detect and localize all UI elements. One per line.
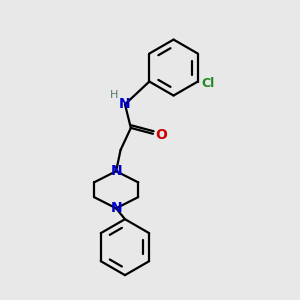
Text: H: H xyxy=(110,90,118,100)
Text: O: O xyxy=(155,128,167,142)
Text: N: N xyxy=(119,98,131,111)
Text: Cl: Cl xyxy=(201,76,214,89)
Text: N: N xyxy=(110,201,122,215)
Text: N: N xyxy=(110,164,122,178)
